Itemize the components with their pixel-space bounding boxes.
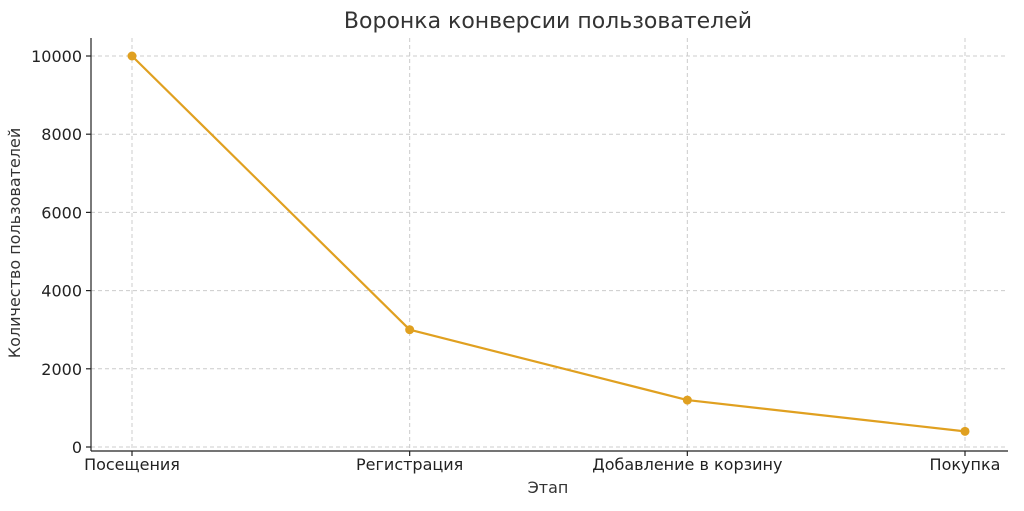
y-tick-label: 2000 <box>41 360 82 379</box>
x-tick-label: Покупка <box>930 455 1001 474</box>
chart-title: Воронка конверсии пользователей <box>344 9 752 34</box>
data-point <box>960 426 970 436</box>
y-tick-label: 6000 <box>41 203 82 222</box>
axes <box>86 38 1008 456</box>
x-tick-label: Добавление в корзину <box>592 455 782 474</box>
y-tick-label: 4000 <box>41 282 82 301</box>
y-axis-label: Количество пользователей <box>5 128 24 359</box>
tick-labels: 0 2000 4000 6000 8000 10000 Посещения Регистрац… <box>31 47 1000 474</box>
data-point <box>127 51 137 61</box>
data-point <box>405 325 415 335</box>
x-axis-label: Этап <box>528 478 569 497</box>
y-tick-label: 8000 <box>41 125 82 144</box>
x-tick-label: Регистрация <box>356 455 463 474</box>
y-tick-label: 10000 <box>31 47 82 66</box>
data-point <box>682 395 692 405</box>
series-layer <box>127 51 970 436</box>
grid <box>91 38 1008 451</box>
x-tick-label: Посещения <box>84 455 180 474</box>
y-tick-label: 0 <box>72 438 82 457</box>
series-line <box>131 55 966 433</box>
